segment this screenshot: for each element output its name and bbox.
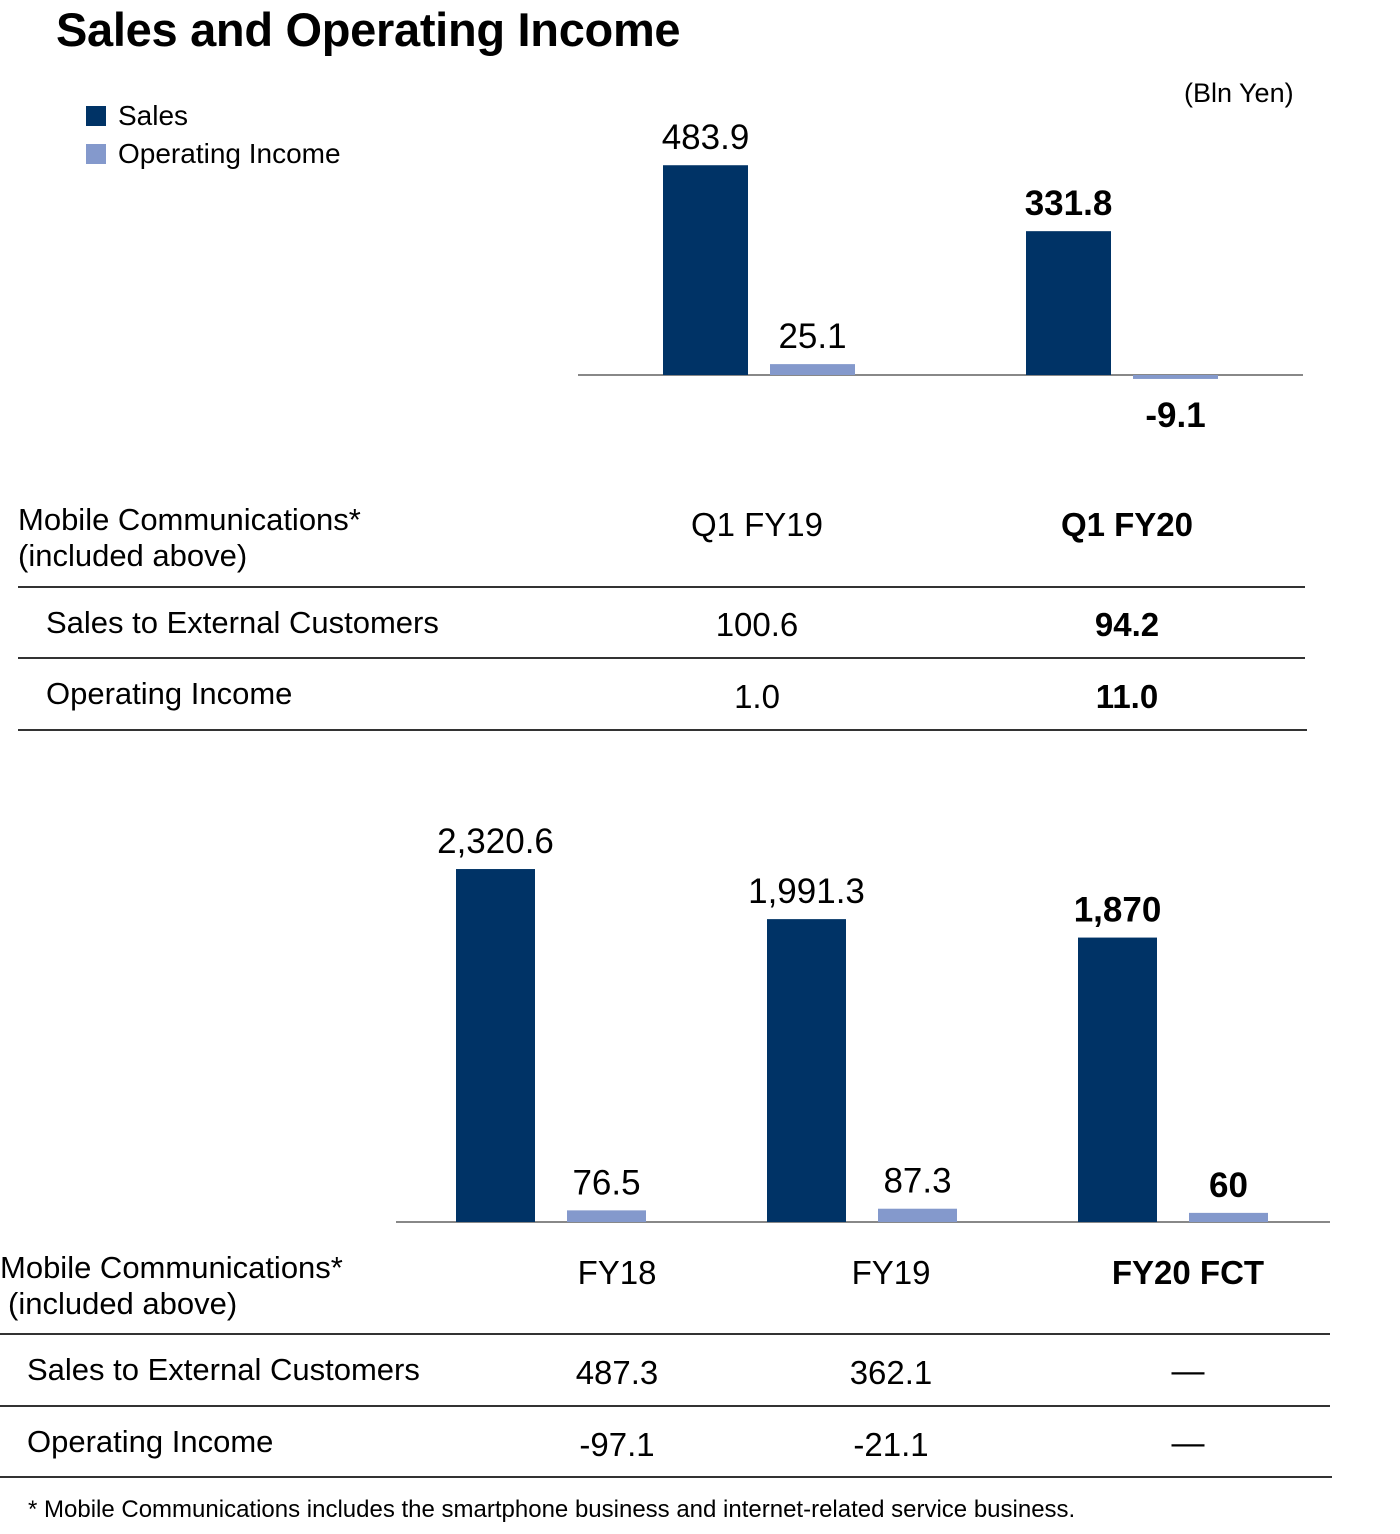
table1-row1-label: Sales to External Customers [46,605,439,640]
data-label-operating-income-fy18: 76.5 [572,1163,640,1202]
bar-operating-income-fy20-fct [1189,1212,1268,1222]
data-label-operating-income-q1-fy20: -9.1 [1145,396,1205,435]
data-label-sales-fy18: 2,320.6 [437,822,554,861]
bar-sales-fy18 [456,869,535,1222]
table1-row2-label: Operating Income [46,676,293,711]
table1-col-q1fy20: Q1 FY20 [1060,506,1194,543]
table1-header-line1: Mobile Communications* [18,502,361,537]
bar-sales-q1-fy20 [1026,231,1111,375]
legend-item-sales: Sales [86,100,188,132]
table1-row1-q1fy19: 100.6 [715,606,799,643]
bar-operating-income-fy18 [567,1210,646,1222]
page-title: Sales and Operating Income [56,3,681,56]
table2-row2-label: Operating Income [27,1424,274,1459]
table2-col-fy19: FY19 [851,1254,931,1291]
table2-header-line1: Mobile Communications* [0,1250,343,1285]
data-label-sales-q1-fy20: 331.8 [1025,184,1113,223]
data-label-sales-fy19: 1,991.3 [748,872,865,911]
table2-header-line2: (included above) [8,1286,238,1321]
table2-rule-top [0,1333,1330,1335]
data-label-sales-fy20-fct: 1,870 [1074,891,1162,930]
table1-row1-q1fy20: 94.2 [1094,606,1160,643]
bar-sales-fy20-fct [1078,937,1157,1222]
bar-operating-income-q1-fy20 [1133,375,1218,379]
quarterly-bar-chart: 483.9 25.1 331.8 -9.1 [578,118,1303,435]
table2-row1-label: Sales to External Customers [27,1352,420,1387]
legend-item-operating-income: Operating Income [86,138,341,170]
table1-row2-q1fy20: 11.0 [1095,678,1159,715]
table1-rule-top [18,586,1305,588]
table2-col-fy18: FY18 [577,1254,657,1291]
table2-row1-fy18: 487.3 [575,1354,659,1391]
table1-rule-mid [18,657,1305,659]
bar-operating-income-fy19 [878,1208,957,1222]
legend-swatch-sales [86,106,106,126]
table1-header: Mobile Communications* (included above) [18,502,361,574]
bar-sales-q1-fy19 [663,165,748,375]
bar-sales-fy19 [767,919,846,1222]
table2-col-fy20fct: FY20 FCT [1111,1254,1265,1291]
table1-rule-bottom [18,729,1307,731]
table2-row1-fy20fct: — [1171,1352,1205,1389]
bar-operating-income-q1-fy19 [770,364,855,375]
data-label-operating-income-fy19: 87.3 [883,1162,951,1201]
data-label-operating-income-fy20-fct: 60 [1209,1166,1248,1205]
data-label-operating-income-q1-fy19: 25.1 [778,317,846,356]
legend-label-sales: Sales [118,100,189,131]
table1-header-line2: (included above) [18,538,248,573]
table2-row2-fy18: -97.1 [579,1426,655,1463]
table2-row1-fy19: 362.1 [849,1354,933,1391]
table2-row2-fy20fct: — [1171,1424,1205,1461]
legend-label-operating-income: Operating Income [118,138,341,169]
legend-swatch-operating-income [86,144,106,164]
annual-bar-chart: 2,320.6 76.5 1,991.3 87.3 1,870 60 [396,822,1330,1223]
data-label-sales-q1-fy19: 483.9 [662,118,750,157]
table2-rule-bottom [0,1476,1332,1478]
table2-row2-fy19: -21.1 [853,1426,929,1463]
table1-row2-q1fy19: 1.0 [734,678,780,715]
unit-label: (Bln Yen) [1184,78,1294,108]
footnote: * Mobile Communications includes the sma… [28,1496,1076,1523]
table1-col-q1fy19: Q1 FY19 [690,506,824,543]
table2-header: Mobile Communications* (included above) [0,1250,343,1322]
table2-rule-mid [0,1405,1330,1407]
